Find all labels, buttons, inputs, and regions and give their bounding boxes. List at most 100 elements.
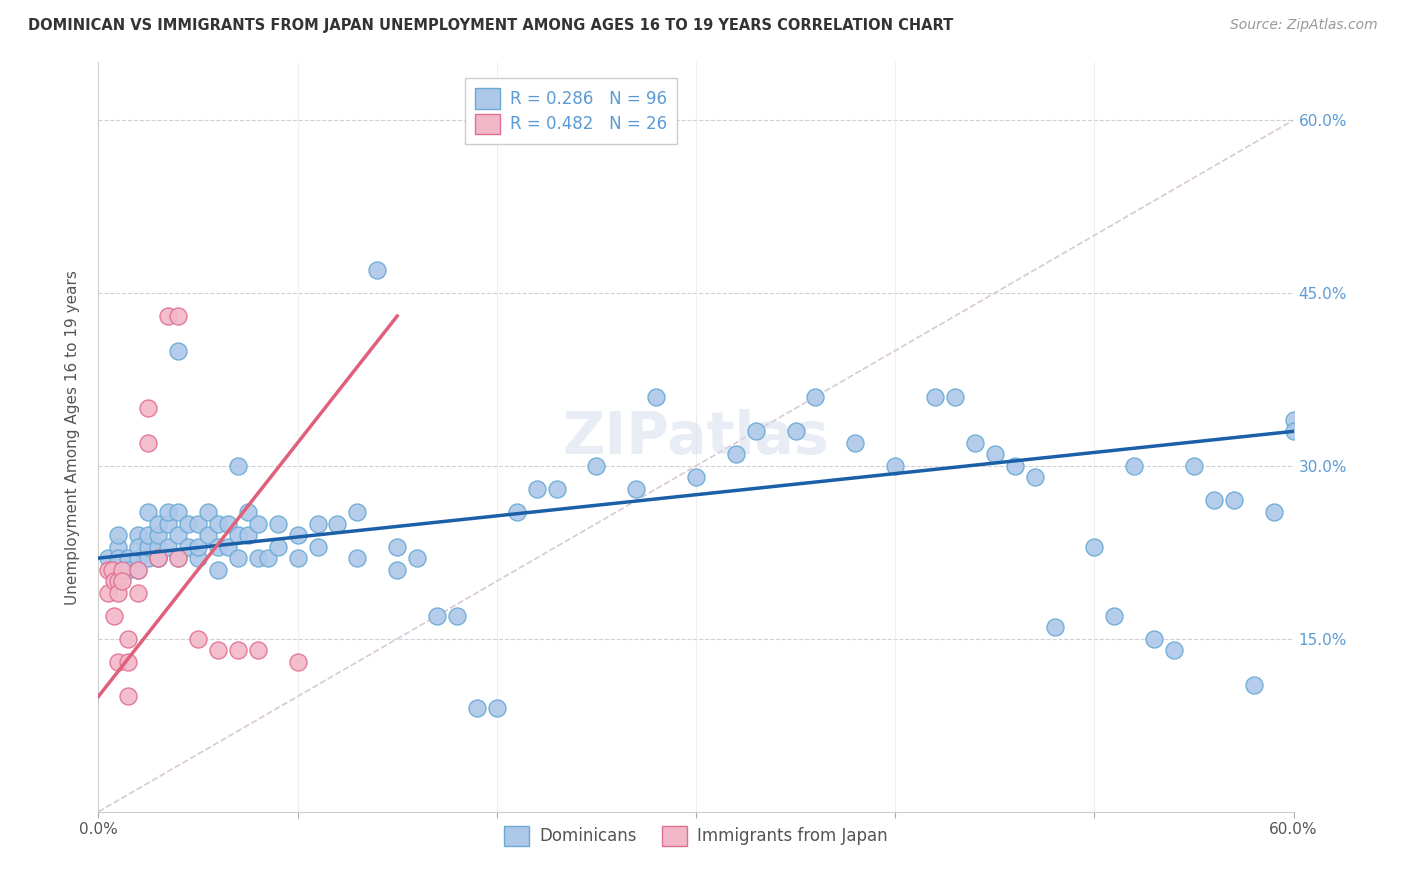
Point [256,551,278,566]
Point [127,563,149,577]
Point [346,505,368,519]
Point [167,343,190,358]
Text: ZIPatlas: ZIPatlas [562,409,830,466]
Point [101,563,124,577]
Point [111,563,134,577]
Point [226,458,249,473]
Point [217,540,239,554]
Point [1202,493,1225,508]
Point [884,458,907,473]
Point [103,574,125,589]
Point [246,551,269,566]
Point [157,516,180,531]
Point [117,563,139,577]
Point [167,528,190,542]
Point [187,551,209,566]
Point [187,632,209,646]
Point [346,551,368,566]
Point [385,563,409,577]
Text: Source: ZipAtlas.com: Source: ZipAtlas.com [1230,18,1378,32]
Point [326,516,349,531]
Point [236,505,259,519]
Point [148,516,170,531]
Point [226,528,249,542]
Point [307,516,329,531]
Point [107,574,129,589]
Point [506,505,529,519]
Y-axis label: Unemployment Among Ages 16 to 19 years: Unemployment Among Ages 16 to 19 years [65,269,80,605]
Point [226,551,249,566]
Point [127,551,149,566]
Point [107,540,129,554]
Point [148,528,170,542]
Point [117,632,139,646]
Point [745,425,768,439]
Point [107,655,129,669]
Point [157,540,180,554]
Point [136,505,159,519]
Point [103,608,125,623]
Point [117,690,139,704]
Point [465,701,488,715]
Point [111,574,134,589]
Point [207,516,229,531]
Point [1143,632,1166,646]
Point [167,505,190,519]
Point [167,551,190,566]
Point [406,551,429,566]
Point [97,551,120,566]
Point [157,309,180,323]
Point [197,528,219,542]
Point [136,551,159,566]
Point [148,551,170,566]
Point [585,458,607,473]
Point [127,540,149,554]
Point [1083,540,1105,554]
Point [207,540,229,554]
Point [1123,458,1146,473]
Point [97,585,120,599]
Point [1004,458,1026,473]
Point [136,435,159,450]
Point [1182,458,1205,473]
Point [246,516,269,531]
Point [167,551,190,566]
Point [943,390,966,404]
Point [546,482,568,496]
Point [724,447,747,461]
Point [97,563,120,577]
Point [127,528,149,542]
Point [197,505,219,519]
Point [246,643,269,657]
Point [645,390,668,404]
Point [187,540,209,554]
Point [136,528,159,542]
Point [127,563,149,577]
Point [1243,678,1265,692]
Point [177,516,200,531]
Point [136,401,159,416]
Point [366,263,388,277]
Point [167,309,190,323]
Point [685,470,707,484]
Point [226,643,249,657]
Point [1163,643,1185,657]
Point [1024,470,1046,484]
Legend: Dominicans, Immigrants from Japan: Dominicans, Immigrants from Japan [495,815,897,855]
Point [267,516,290,531]
Point [385,540,409,554]
Point [924,390,946,404]
Point [207,563,229,577]
Point [287,655,309,669]
Point [1043,620,1066,634]
Point [446,608,468,623]
Point [267,540,290,554]
Point [187,516,209,531]
Point [103,563,125,577]
Point [785,425,807,439]
Point [287,528,309,542]
Point [963,435,986,450]
Point [107,551,129,566]
Point [526,482,548,496]
Point [177,540,200,554]
